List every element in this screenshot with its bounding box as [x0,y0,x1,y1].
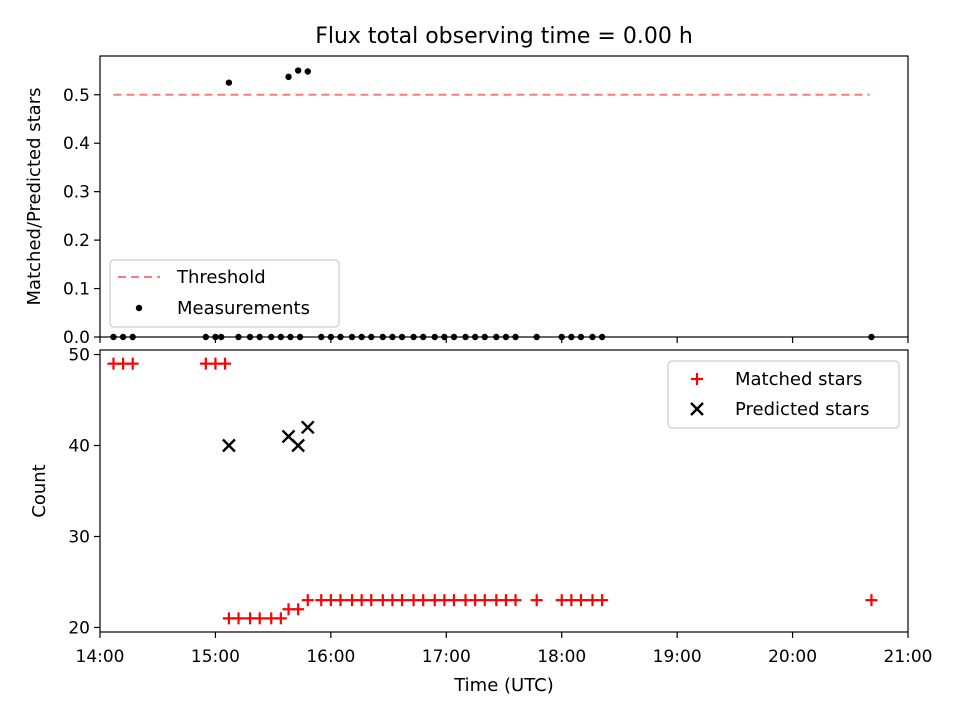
matched-star-point [126,357,139,370]
bottom-x-tick-label: 16:00 [306,647,355,667]
top-plot: 0.0 0.1 0.2 0.3 0.4 0.5 Matched/Predicted star… [24,55,909,348]
measurement-point [304,68,311,75]
matched-star-point [301,594,314,607]
predicted-star-point [300,420,315,435]
measurement-point [225,79,233,86]
predicted-star-point-b [291,438,306,453]
top-y-tick-label: 0.1 [63,280,90,300]
matched-star-point [274,612,287,625]
predicted-star-point-b [281,429,296,444]
top-legend: Threshold Measurements [109,259,340,328]
chart-title: Flux total observing time = 0.00 h [315,24,693,49]
matched-star-point [232,612,245,625]
matched-star-point [447,594,460,607]
bottom-x-tick-label: 19:00 [653,647,702,667]
matched-star-point [574,594,587,607]
legend-predicted-swatch-b [690,402,704,416]
measurement-point [294,67,302,74]
matched-star-point [396,594,409,607]
matched-star-point [417,594,430,607]
legend-matched-swatch [691,373,703,385]
legend-predicted-swatch [690,402,704,416]
bottom-y-tick-label: 40 [68,437,90,457]
matched-star-point [530,594,543,607]
top-y-tick-label: 0.0 [63,328,90,348]
top-y-tick-label: 0.3 [63,183,90,203]
bottom-x-tick-label: 15:00 [191,647,240,667]
matched-star-point [334,594,347,607]
bottom-legend-box [667,360,900,429]
bottom-legend: Matched stars Predicted stars [667,360,900,429]
bottom-x-tick-label: 14:00 [76,647,125,667]
legend-matched-label: Matched stars [735,369,862,390]
legend-measurement-swatch [135,304,143,312]
top-y-tick-label: 0.5 [63,86,90,106]
matched-star-point [509,594,522,607]
top-legend-box [109,259,340,328]
top-y-axis-label: Matched/Predicted stars [24,88,45,306]
bottom-x-tick-label: 20:00 [768,647,817,667]
legend-measurement-label: Measurements [177,298,310,319]
legend-threshold-label: Threshold [176,267,266,288]
bottom-x-tick-label: 21:00 [884,647,933,667]
top-y-tick-label: 0.2 [63,231,90,251]
bottom-y-tick-label: 50 [68,346,90,366]
predicted-star-point-b [222,438,236,453]
bottom-y-tick-label: 20 [68,618,90,638]
bottom-x-tick-label: 18:00 [537,647,586,667]
matched-star-point [292,603,305,616]
matched-star-point [253,612,266,625]
predicted-star-point-b [300,420,315,435]
matched-star-point [365,594,378,607]
bottom-plot-frame [99,349,909,633]
matched-star-point [478,594,491,607]
predicted-star-point [222,438,236,453]
x-axis-label: Time (UTC) [453,675,554,696]
bottom-plot: 20 30 40 50 14:00 15:00 16:00 17:00 18:00 19:00 20… [29,346,933,696]
matched-star-point [865,594,878,607]
top-y-tick-label: 0.4 [63,134,90,154]
bottom-y-tick-label: 30 [68,527,90,547]
measurement-point [285,73,292,81]
matched-star-point [596,594,609,607]
bottom-x-tick-label: 17:00 [422,647,471,667]
predicted-star-point [291,438,306,453]
legend-predicted-label: Predicted stars [735,399,869,420]
bottom-y-axis-label: Count [29,464,50,517]
top-plot-frame [99,55,909,338]
matched-star-point [219,357,232,370]
